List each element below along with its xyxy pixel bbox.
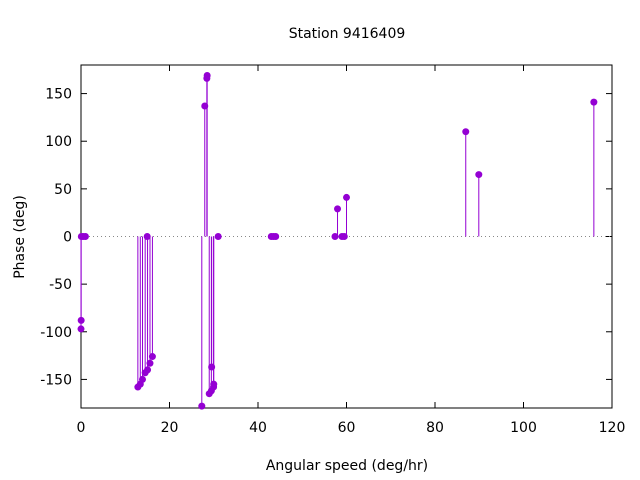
data-point (201, 102, 209, 110)
axes: -150 -100 -50 0 50 100 150 0 20 40 60 80 100 120 (40, 64, 626, 436)
y-tick-label: -50 (49, 277, 72, 293)
x-axis-label: Angular speed (deg/hr) (266, 458, 428, 474)
data-point (340, 233, 348, 240)
x-tick-label: 100 (510, 420, 537, 436)
y-tick-label: -100 (40, 325, 72, 341)
x-tick-label: 80 (426, 420, 444, 436)
data-point (475, 171, 483, 179)
data-point (139, 375, 147, 383)
x-tick-label: 20 (161, 420, 179, 436)
data-point (331, 233, 339, 240)
data-point (77, 316, 85, 324)
y-tick-label: 150 (45, 87, 72, 103)
data-point (203, 71, 211, 79)
data-marks (77, 71, 598, 410)
data-point (146, 359, 154, 367)
data-point (343, 193, 350, 201)
data-point (462, 128, 470, 136)
data-point (210, 380, 218, 388)
y-tick-label: -150 (40, 372, 72, 388)
data-point (77, 325, 85, 333)
x-tick-label: 120 (599, 420, 626, 436)
y-tick-label: 50 (54, 182, 72, 198)
y-axis-label: Phase (deg) (12, 195, 28, 279)
data-point (208, 363, 216, 371)
data-point (272, 233, 280, 240)
data-point (198, 402, 206, 410)
chart-title: Station 9416409 (289, 26, 406, 42)
y-tick-label: 0 (63, 230, 72, 246)
data-point (144, 366, 152, 374)
data-point (143, 233, 151, 240)
data-point (334, 205, 342, 213)
x-tick-label: 40 (249, 420, 267, 436)
y-tick-label: 100 (45, 134, 72, 150)
data-point (214, 233, 222, 240)
x-tick-label: 0 (77, 420, 86, 436)
data-point (148, 353, 156, 361)
data-point (81, 233, 89, 240)
data-point (590, 98, 598, 106)
x-tick-label: 60 (338, 420, 356, 436)
